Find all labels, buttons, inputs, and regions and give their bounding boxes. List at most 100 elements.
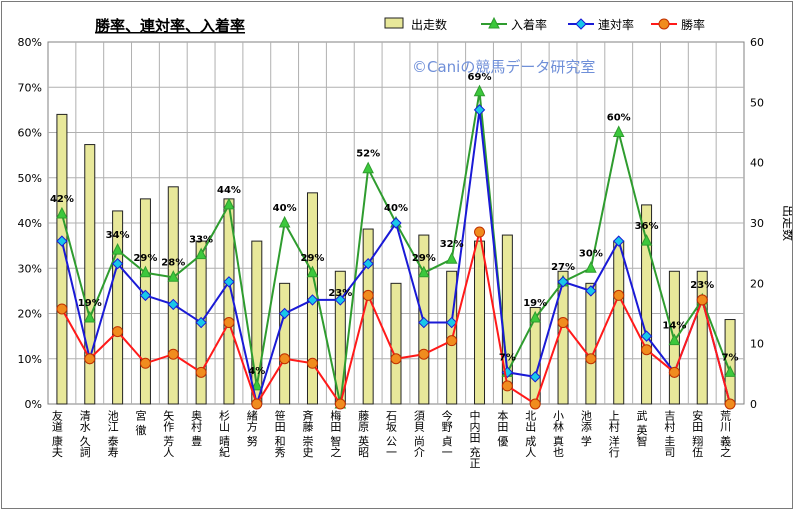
data-point <box>696 294 708 306</box>
data-point <box>418 265 430 278</box>
chart-title: 勝率、連対率、入着率 <box>95 17 245 35</box>
data-point <box>111 258 124 270</box>
data-label: 44% <box>217 185 241 196</box>
data-label: 34% <box>106 230 130 241</box>
legend-marker <box>658 18 670 30</box>
data-point <box>529 310 542 323</box>
data-point <box>557 276 569 288</box>
data-point <box>167 298 179 311</box>
right-tick-label: 20 <box>750 277 764 290</box>
bar <box>613 240 625 405</box>
data-point <box>56 206 68 219</box>
right-tick-label: 40 <box>750 157 764 170</box>
data-point <box>167 270 180 282</box>
category-label: 友道 康夫 <box>50 409 63 458</box>
category-label: 斉藤 崇史 <box>301 409 314 458</box>
data-label: 4% <box>248 366 265 377</box>
data-point <box>112 326 124 338</box>
left-tick-label: 20% <box>18 308 42 321</box>
data-point <box>223 317 235 329</box>
data-label: 40% <box>384 203 408 214</box>
left-axis: 0% 10% 20% 30% 40% 50% 60% 70% 80% <box>18 36 42 411</box>
category-label: 石坂 公一 <box>385 410 398 458</box>
data-point <box>724 398 736 410</box>
category-label: 荒川 義之 <box>719 410 732 458</box>
data-label: 19% <box>523 298 547 309</box>
data-point <box>362 289 374 301</box>
category-label: 奥村 豊 <box>190 409 203 447</box>
left-tick-label: 80% <box>18 36 42 49</box>
category-label: 清水 久詞 <box>78 410 91 458</box>
legend-label: 連対率 <box>598 17 634 32</box>
bar <box>139 198 151 405</box>
data-label: 7% <box>499 352 516 363</box>
data-point <box>612 125 625 137</box>
data-point <box>278 215 291 228</box>
x-axis: 友道 康夫 清水 久詞 池江 泰寿 宮 徹 矢作 芳人 奥村 豊 杉山 晴紀 緒方 努 笹田 和… <box>50 409 731 469</box>
right-axis-label: 出走数 <box>781 205 792 241</box>
right-axis: 0 10 20 30 40 50 60 <box>750 36 764 411</box>
grid <box>48 42 744 404</box>
data-point <box>84 353 96 365</box>
right-tick-label: 30 <box>750 217 764 230</box>
data-label: 42% <box>50 194 74 205</box>
bar <box>474 240 486 405</box>
left-tick-label: 70% <box>18 81 42 94</box>
category-label: 須貝 尚介 <box>412 410 425 458</box>
left-tick-label: 0% <box>25 398 42 411</box>
data-point <box>223 197 235 210</box>
category-label: 笹田 和秀 <box>273 410 286 458</box>
category-label: 中内田 充正 <box>468 410 481 469</box>
data-point <box>279 353 291 365</box>
watermark: ©Caniの競馬データ研究室 <box>412 58 595 76</box>
category-label: 宮 徹 <box>134 409 147 436</box>
bar <box>362 228 374 405</box>
data-labels: 42% 19% 34% 29% 28% 33% 44% 4% 40% 29% 23% 52% 40% 29… <box>50 72 739 377</box>
bar <box>84 144 96 405</box>
data-point <box>501 380 513 392</box>
data-label: 30% <box>579 248 603 259</box>
data-label: 28% <box>161 257 185 268</box>
data-point <box>557 317 569 329</box>
data-label: 32% <box>440 239 464 250</box>
data-point <box>641 344 653 356</box>
data-label: 69% <box>468 72 492 83</box>
data-point <box>167 348 179 360</box>
data-point <box>529 371 541 383</box>
bar <box>641 204 653 405</box>
data-label: 7% <box>722 352 739 363</box>
data-point <box>195 366 207 378</box>
bar <box>390 282 402 405</box>
category-label: 矢作 芳人 <box>162 409 175 458</box>
data-point <box>724 365 736 377</box>
data-label: 60% <box>607 113 631 124</box>
data-label: 19% <box>78 298 102 309</box>
legend-label: 入着率 <box>511 17 547 32</box>
data-point <box>250 378 263 391</box>
data-point <box>56 303 68 315</box>
data-point <box>111 243 124 255</box>
legend-marker <box>575 18 587 30</box>
data-point <box>278 307 291 320</box>
data-point <box>251 398 263 410</box>
right-tick-label: 50 <box>750 96 764 109</box>
data-point <box>362 161 374 174</box>
right-tick-label: 60 <box>750 36 764 49</box>
category-label: 藤原 英昭 <box>357 410 370 458</box>
data-point <box>585 285 597 297</box>
category-label: 上村 洋行 <box>607 410 620 458</box>
category-label: 本田 優 <box>496 409 509 447</box>
data-point <box>473 84 486 97</box>
data-label: 29% <box>301 253 325 264</box>
data-point <box>585 261 597 273</box>
data-point <box>668 333 681 346</box>
legend-label: 勝率 <box>681 17 705 32</box>
data-label: 36% <box>635 221 659 232</box>
legend-label: 出走数 <box>411 17 447 32</box>
data-point <box>56 235 68 247</box>
category-label: 池江 泰寿 <box>106 410 119 458</box>
data-point <box>390 353 402 365</box>
bar <box>279 282 291 405</box>
data-point <box>306 294 319 306</box>
